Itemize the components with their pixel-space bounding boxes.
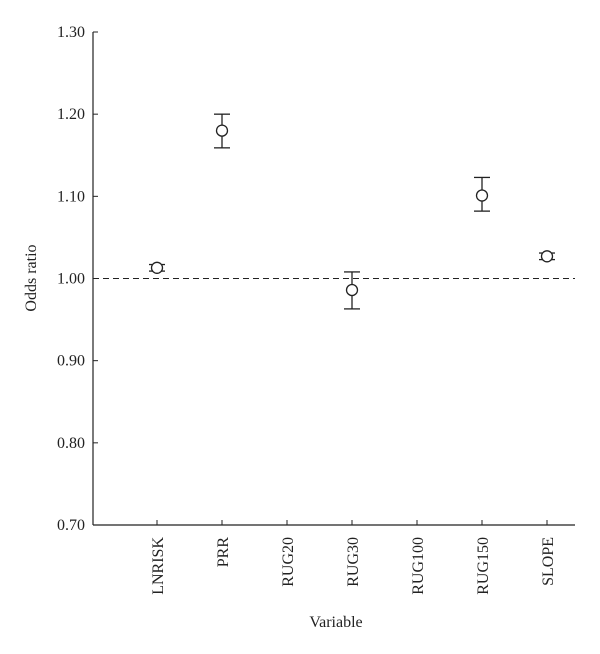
y-tick-label: 1.10 xyxy=(57,188,85,205)
x-tick-label: RUG30 xyxy=(345,537,362,587)
point xyxy=(150,261,164,274)
y-tick-label: 1.00 xyxy=(57,271,85,288)
point xyxy=(540,250,554,263)
x-tick-label: RUG150 xyxy=(475,537,492,595)
x-axis-label: Variable xyxy=(309,614,362,631)
y-tick-label: 1.30 xyxy=(57,24,85,41)
point xyxy=(345,283,359,297)
y-axis-label: Odds ratio xyxy=(23,244,40,311)
y-tick-label: 0.80 xyxy=(57,435,85,452)
y-tick-label: 0.90 xyxy=(57,353,85,370)
point xyxy=(215,124,229,137)
x-tick-label: RUG100 xyxy=(410,537,427,595)
y-tick-label: 1.20 xyxy=(57,106,85,123)
x-tick-label: LNRISK xyxy=(150,537,167,595)
x-tick-label: RUG20 xyxy=(280,537,297,587)
y-tick-label: 0.70 xyxy=(57,517,85,534)
x-tick-label: SLOPE xyxy=(540,537,557,586)
point xyxy=(475,189,489,202)
x-tick-label: PRR xyxy=(215,537,232,568)
